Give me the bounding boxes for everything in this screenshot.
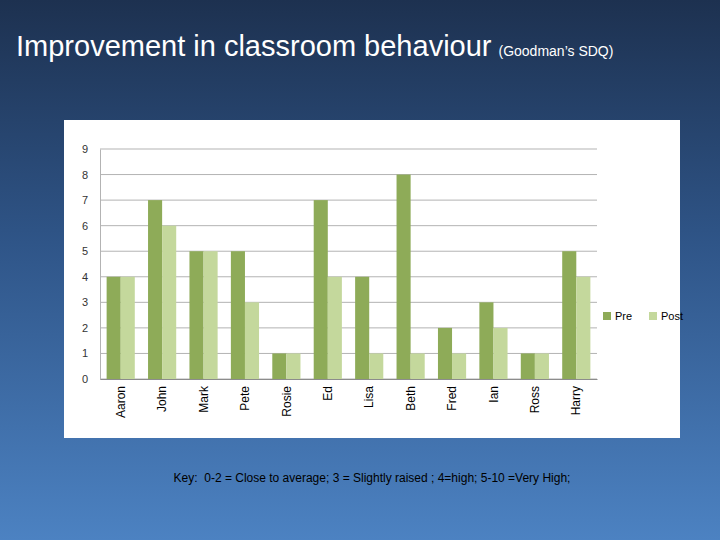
y-tick-label: 3 xyxy=(82,296,88,308)
y-tick: 3 xyxy=(82,296,100,308)
bar xyxy=(148,200,162,379)
x-tick-label: John xyxy=(155,386,169,412)
legend-item: Post xyxy=(649,310,683,322)
bar xyxy=(493,328,507,379)
bar xyxy=(162,226,176,379)
x-tick: Aaron xyxy=(114,379,128,418)
x-tick: Ross xyxy=(528,379,542,413)
y-tick-label: 4 xyxy=(82,271,88,283)
bar xyxy=(535,353,549,379)
subtitle: (Goodman’s SDQ) xyxy=(498,43,613,59)
x-tick-label: Mark xyxy=(197,385,211,413)
grid-line xyxy=(100,174,597,175)
y-tick: 2 xyxy=(82,322,100,334)
x-tick-label: Ed xyxy=(321,386,335,401)
x-tick: Harry xyxy=(569,379,583,415)
x-tick: Mark xyxy=(197,379,211,413)
x-tick: Fred xyxy=(445,379,459,411)
x-tick: Rosie xyxy=(280,379,294,417)
y-tick: 7 xyxy=(82,194,100,206)
x-tick: John xyxy=(155,379,169,412)
bar xyxy=(411,353,425,379)
y-tick: 5 xyxy=(82,245,100,257)
y-tick: 4 xyxy=(82,271,100,283)
bar-series xyxy=(107,175,577,379)
legend-swatch xyxy=(603,312,611,320)
bar xyxy=(231,251,245,379)
y-axis-line xyxy=(100,150,101,380)
x-tick: Beth xyxy=(404,379,418,411)
grid-line xyxy=(100,149,597,150)
y-tick: 6 xyxy=(82,220,100,232)
x-tick: Ed xyxy=(321,379,335,401)
y-tick: 1 xyxy=(82,347,100,359)
bar xyxy=(189,251,203,379)
y-tick-label: 1 xyxy=(82,347,88,359)
x-tick-label: Beth xyxy=(404,386,418,411)
x-tick-label: Aaron xyxy=(114,386,128,418)
y-tick-label: 2 xyxy=(82,322,88,334)
grid xyxy=(100,149,597,379)
x-tick-label: Ian xyxy=(487,386,501,403)
y-tick-label: 7 xyxy=(82,194,88,206)
y-tick-label: 0 xyxy=(82,373,88,385)
bar xyxy=(286,353,300,379)
annotation: Key: 0-2 = Close to average; 3 = Slightl… xyxy=(174,471,571,485)
y-tick: 9 xyxy=(82,143,100,155)
bar xyxy=(245,302,259,379)
slide: Improvement in classroom behaviour (Goodm… xyxy=(0,0,720,540)
bars xyxy=(107,175,591,379)
y-tick-label: 6 xyxy=(82,220,88,232)
bar xyxy=(562,251,576,379)
bar xyxy=(369,353,383,379)
x-tick: Lisa xyxy=(362,379,376,408)
y-tick-label: 8 xyxy=(82,169,88,181)
bar-series xyxy=(121,226,591,379)
bar xyxy=(479,302,493,379)
y-axis: 0 1 2 3 4 5 6 7 8 9 xyxy=(82,143,101,385)
legend-item: Pre xyxy=(603,310,632,322)
bar xyxy=(272,353,286,379)
bar xyxy=(314,200,328,379)
legend-label: Post xyxy=(661,310,683,322)
x-tick-label: Pete xyxy=(238,386,252,411)
legend-swatch xyxy=(649,312,657,320)
x-tick: Pete xyxy=(238,379,252,411)
legend: Pre Post xyxy=(603,310,683,322)
bar xyxy=(576,277,590,379)
bar xyxy=(438,328,452,379)
x-tick-label: Ross xyxy=(528,386,542,413)
x-tick: Ian xyxy=(487,379,501,403)
x-tick-label: Rosie xyxy=(280,386,294,417)
bar xyxy=(121,277,135,379)
bar xyxy=(355,277,369,379)
x-tick-label: Fred xyxy=(445,386,459,411)
title: Improvement in classroom behaviour xyxy=(16,30,492,62)
y-tick: 8 xyxy=(82,169,100,181)
x-tick-label: Harry xyxy=(569,386,583,415)
chart-area xyxy=(64,120,680,438)
x-axis: Aaron John Mark Pete Rosie Ed Lisa Beth Fred Ian R… xyxy=(101,379,598,418)
legend-label: Pre xyxy=(615,310,632,322)
bar xyxy=(397,175,411,379)
bar xyxy=(452,353,466,379)
bar xyxy=(328,277,342,379)
x-axis-line xyxy=(101,379,598,380)
bar xyxy=(107,277,121,379)
y-tick: 0 xyxy=(82,373,100,385)
bar xyxy=(204,251,218,379)
title-block: Improvement in classroom behaviour (Goodm… xyxy=(16,30,613,62)
y-tick-label: 9 xyxy=(82,143,88,155)
y-tick-label: 5 xyxy=(82,245,88,257)
x-tick-label: Lisa xyxy=(362,386,376,408)
grid-line xyxy=(100,200,597,201)
bar xyxy=(521,353,535,379)
